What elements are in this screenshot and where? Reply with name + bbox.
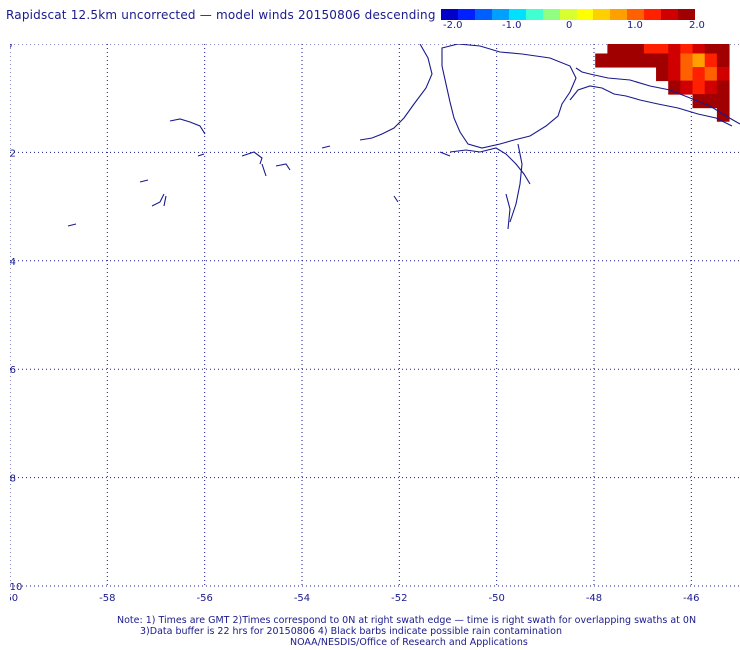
y-tick-label: -6 [10,365,16,376]
island-11 [261,163,267,177]
coastline [67,44,740,230]
colorbar-swatch [610,9,628,20]
wind-cell [643,44,657,54]
island-6 [139,179,149,183]
wind-cell [716,53,730,68]
y-tick-label: -10 [10,582,22,593]
wind-cell [595,53,608,68]
wind-cell [643,53,657,68]
x-tick-label: -56 [196,593,212,604]
river-tocantins [509,143,523,223]
wind-cell [619,53,633,68]
island-9 [393,195,399,203]
wind-cell [680,67,694,82]
colorbar-swatch [542,9,560,20]
wind-cell [668,80,681,95]
coastline-amapa [359,44,433,141]
y-tick-label: -8 [10,474,16,485]
wind-cell [680,53,694,68]
wind-cell [704,67,718,82]
wind-cell [656,67,669,82]
wind-cell [716,80,730,95]
map-grid [10,44,740,587]
colorbar-label-zero: 0 [566,20,573,31]
wind-cell [692,67,706,82]
wind-cell [716,67,730,82]
wind-cell [619,44,633,54]
island-7 [151,193,165,207]
colorbar-swatch [525,9,543,20]
wind-cell [704,53,718,68]
x-tick-label: -60 [10,593,18,604]
colorbar-label-min: -2.0 [443,20,463,31]
wind-cell [680,80,694,95]
colorbar-swatch [491,9,509,20]
wind-cell [631,53,645,68]
colorbar-swatch [508,9,526,20]
colorbar [441,9,696,20]
wind-cell [692,53,706,68]
island-12 [163,195,167,207]
wind-cell [656,53,669,68]
colorbar-swatch [678,9,696,20]
island-8 [67,223,77,227]
wind-cell [704,80,718,95]
colorbar-swatch [576,9,594,20]
island-1 [169,118,206,135]
colorbar-label-max: 2.0 [689,20,705,31]
colorbar-swatch [627,9,645,20]
colorbar-swatch [457,9,475,20]
river-estuary [449,147,531,185]
coastline-para-2 [569,85,733,127]
colorbar-swatch [661,9,679,20]
map-plot: -60 -58 -56 -54 -52 -50 -48 -46 0 -2 -4 -6 -8 -10 [10,44,740,604]
wind-data-cells [595,44,730,122]
wind-cell [631,44,645,54]
wind-cell [704,44,718,54]
note-line-1: Note: 1) Times are GMT 2)Times correspon… [117,615,697,626]
wind-cell [607,44,621,54]
coastline-para [575,67,740,125]
colorbar-swatch [441,9,458,20]
wind-cell [692,44,706,54]
colorbar-label-pos1: 1.0 [627,20,643,31]
axis-ticks: -60 -58 -56 -54 -52 -50 -48 -46 0 -2 -4 -6 -8 -10 [10,44,700,604]
map-title: Rapidscat 12.5km uncorrected — model win… [6,8,436,22]
x-tick-label: -50 [488,593,504,604]
x-tick-label: -46 [683,593,699,604]
x-tick-label: -48 [586,593,602,604]
x-tick-label: -52 [391,593,407,604]
x-tick-label: -58 [99,593,115,604]
colorbar-swatch [644,9,662,20]
wind-cell [716,94,730,109]
y-tick-label: -2 [10,148,16,159]
note-line-2: 3)Data buffer is 22 hrs for 20150806 4) … [140,626,562,637]
island-4 [197,153,205,157]
wind-cell [607,53,621,68]
wind-cell [716,44,730,54]
island-2 [241,151,263,165]
y-tick-label: -4 [10,257,16,268]
colorbar-swatch [474,9,492,20]
note-line-3: NOAA/NESDIS/Office of Research and Appli… [290,637,528,648]
wind-cell [668,44,681,54]
coastline-marajo [441,44,577,149]
wind-cell [668,53,681,68]
wind-cell [680,44,694,54]
island-10 [439,151,451,157]
wind-cell [656,44,669,54]
wind-cell [668,67,681,82]
y-tick-label: 0 [10,44,12,51]
colorbar-swatch [559,9,577,20]
x-tick-label: -54 [294,593,310,604]
island-3 [275,163,291,171]
river-island [505,193,511,230]
island-5 [321,145,331,149]
colorbar-swatch [593,9,611,20]
wind-cell [692,80,706,95]
colorbar-label-neg1: -1.0 [502,20,522,31]
